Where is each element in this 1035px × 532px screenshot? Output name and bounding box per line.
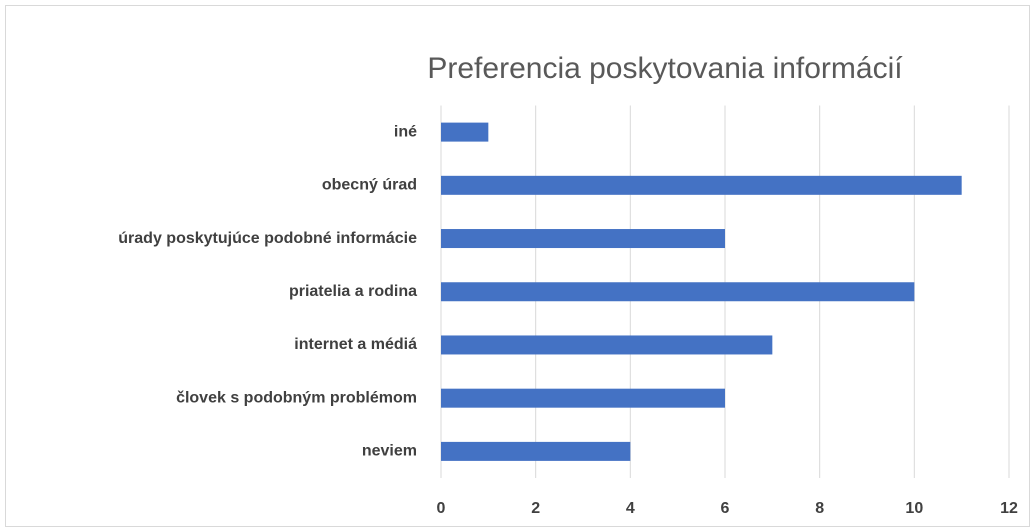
bar — [441, 282, 915, 302]
y-tick-label: človek s podobným problémom — [176, 389, 417, 406]
x-tick-label: 10 — [905, 500, 923, 517]
y-tick-label: neviem — [362, 443, 417, 460]
x-tick-label: 6 — [721, 500, 730, 517]
y-tick-label: iné — [394, 123, 417, 140]
y-tick-label: internet a médiá — [294, 336, 417, 353]
y-tick-label: obecný úrad — [322, 177, 417, 194]
x-tick-label: 12 — [1000, 500, 1018, 517]
bar — [441, 388, 725, 408]
chart-title: Preferencia poskytovania informácií — [427, 52, 903, 85]
y-tick-label: úrady poskytujúce podobné informácie — [118, 230, 417, 247]
x-tick-label: 4 — [626, 500, 635, 517]
bar — [441, 122, 489, 142]
bar — [441, 229, 725, 249]
chart-border — [5, 5, 1030, 527]
x-tick-label: 8 — [815, 500, 824, 517]
x-tick-label: 0 — [437, 500, 446, 517]
y-tick-label: priatelia a rodina — [289, 283, 417, 300]
bar — [441, 335, 773, 355]
bar — [441, 175, 962, 195]
x-tick-label: 2 — [531, 500, 540, 517]
bar — [441, 441, 631, 461]
